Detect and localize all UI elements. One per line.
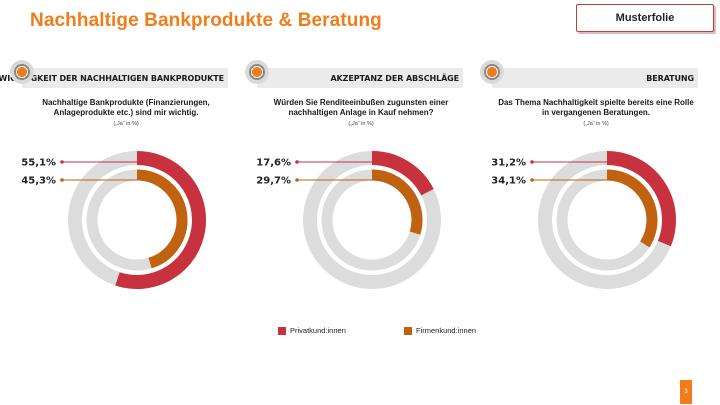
value-label-business: 45,3%	[21, 176, 56, 187]
panel-unit: („Ja“ in %)	[113, 121, 139, 127]
panel-advice: Beratung Das Thema Nachhaltigkeit spielt…	[480, 58, 700, 358]
leader-dot	[530, 178, 534, 182]
panel-header-label: Wichtigkeit der nachhaltigen Bankprodukt…	[0, 73, 224, 83]
panel-unit: („Ja“ in %)	[348, 121, 374, 127]
value-label-private: 55,1%	[21, 158, 56, 169]
donut-arc-private	[115, 151, 207, 289]
panel-acceptance: Akzeptanz der Abschläge Würden Sie Rendi…	[245, 58, 465, 358]
donut-chart-advice: 31,2% 34,1%	[491, 151, 676, 289]
donut-arc-business	[606, 169, 658, 248]
panel-question: Nachhaltige Bankprodukte (Finanzierungen…	[42, 98, 210, 117]
panel-importance: Wichtigkeit der nachhaltigen Bankprodukt…	[0, 58, 230, 358]
legend-label-private: Privatkund:innen	[290, 326, 346, 335]
value-label-private: 31,2%	[491, 158, 526, 169]
page-number: 3	[680, 380, 692, 404]
legend-label-business: Firmenkund:innen	[416, 326, 477, 335]
target-icon	[10, 60, 34, 84]
slide-title: Nachhaltige Bankprodukte & Beratung	[30, 10, 382, 31]
legend-swatch-private	[278, 326, 286, 335]
donut-chart-acceptance: 17,6% 29,7%	[256, 151, 441, 289]
panel-unit: („Ja“ in %)	[583, 121, 609, 127]
panel-question: Würden Sie Renditeeinbußen zugunsten ein…	[273, 98, 449, 117]
leader-dot	[60, 160, 64, 164]
panel-header-label: Beratung	[646, 73, 694, 83]
panel-header: Beratung	[492, 68, 698, 88]
target-icon	[245, 60, 269, 84]
donut-arc-private	[606, 151, 676, 247]
panel-header: Akzeptanz der Abschläge	[257, 68, 463, 88]
panel-question: Das Thema Nachhaltigkeit spielte bereits…	[498, 98, 694, 117]
panel-header-label: Akzeptanz der Abschläge	[330, 73, 459, 83]
donut-chart-importance: 55,1% 45,3%	[21, 151, 207, 289]
legend-business: Firmenkund:innen	[404, 326, 476, 335]
leader-dot	[530, 160, 534, 164]
leader-dot	[60, 178, 64, 182]
value-label-business: 34,1%	[491, 176, 526, 187]
legend-swatch-business	[404, 326, 412, 335]
target-icon	[480, 60, 504, 84]
value-label-business: 29,7%	[256, 176, 291, 187]
leader-dot	[295, 160, 299, 164]
leader-dot	[295, 178, 299, 182]
value-label-private: 17,6%	[256, 158, 291, 169]
donut-arc-private	[371, 151, 434, 196]
musterfolie-tag: Musterfolie	[576, 4, 714, 32]
donut-arc-business	[136, 169, 188, 269]
panel-header: Wichtigkeit der nachhaltigen Bankprodukt…	[0, 68, 228, 88]
donut-arc-business	[371, 169, 423, 235]
legend-private: Privatkund:innen	[278, 326, 346, 335]
